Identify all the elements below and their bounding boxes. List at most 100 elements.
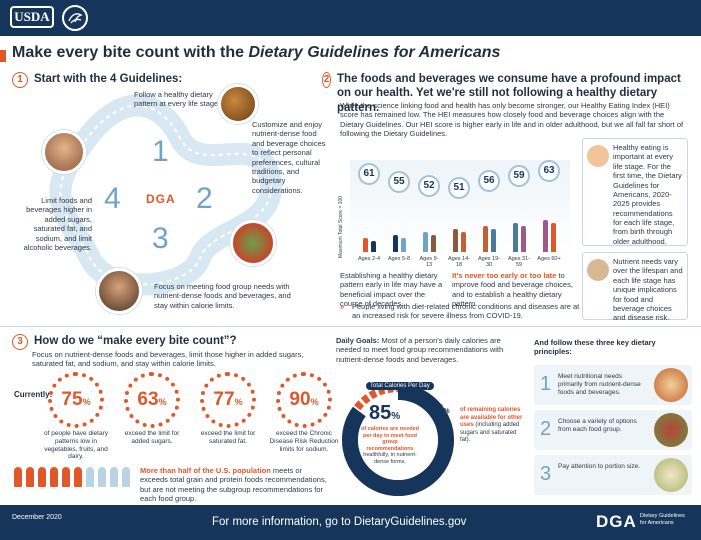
principle-2-text: Choose a variety of options from each fo…: [558, 418, 637, 434]
age-label: Ages 9-13: [419, 256, 439, 268]
stat-label: exceed the Chronic Disease Risk Reductio…: [269, 430, 339, 453]
dga-center-logo: DGA: [146, 192, 176, 206]
chart-y-axis-label: Maximum Total Score = 100: [338, 195, 344, 258]
person-icon: [14, 467, 22, 487]
age-label: Ages 2-4: [357, 256, 380, 262]
stat-value: 90%: [289, 389, 319, 410]
person-figure: [491, 229, 496, 252]
person-icon: [122, 467, 130, 487]
principle-1-text: Meet nutritional needs primarily from nu…: [558, 373, 641, 397]
chart-bg: [350, 160, 570, 256]
age-label: Ages 14-18: [447, 256, 470, 268]
principle-2-number: 2: [540, 418, 552, 440]
hei-score-2: 55: [388, 171, 410, 193]
section3-number: 3: [12, 334, 28, 350]
portion-plate-icon: [654, 458, 688, 492]
person-figure: [521, 226, 526, 252]
section3-body: Focus on nutrient-dense foods and bevera…: [32, 350, 304, 369]
food-bowl-icon: [654, 368, 688, 402]
hei-score-5: 56: [478, 169, 500, 192]
person-icon: [98, 467, 106, 487]
stat-label: exceed the limit for saturated fat.: [200, 430, 256, 445]
person-figure: [393, 235, 398, 252]
person-figure: [371, 241, 376, 252]
principle-3: 3 Pay attention to portion size.: [534, 455, 692, 495]
people-photo: [96, 268, 142, 314]
title-italic: Dietary Guidelines for Americans: [248, 44, 501, 61]
person-figure: [363, 238, 368, 252]
hei-score-6: 59: [508, 165, 530, 188]
stat-label: exceed the limit for added sugars.: [124, 430, 180, 445]
person-icon: [50, 467, 58, 487]
people-note: More than half of the U.S. population me…: [140, 466, 327, 504]
page-title: Make every bite count with the Dietary G…: [12, 44, 500, 62]
guideline-number-3: 3: [152, 222, 169, 255]
section3-heading: 3 How do we “make every bite count”?: [12, 334, 237, 350]
person-figure: [551, 223, 556, 252]
baby-icon: [587, 145, 609, 167]
donut-rest-value: 15%: [430, 402, 450, 416]
stat-ring-3: 77%: [200, 372, 256, 428]
principle-1: 1 Meet nutritional needs primarily from …: [534, 365, 692, 405]
section3-title: How do we “make every bite count”?: [34, 335, 237, 347]
title-accent: [0, 50, 6, 62]
person-icon: [74, 467, 82, 487]
person-figure: [401, 238, 406, 252]
principles-title: And follow these three key dietary princ…: [534, 338, 656, 357]
person-figure: [431, 235, 436, 252]
stat-value: 77%: [213, 389, 243, 410]
section1-title: Start with the 4 Guidelines:: [34, 73, 183, 85]
footer-date: December 2020: [12, 514, 62, 521]
age-label: Ages 5-8: [387, 256, 410, 262]
people-icons-row: [14, 467, 134, 489]
sidebar-box-nutrient-needs: Nutrient needs vary over the lifespan an…: [582, 252, 688, 322]
stat-label: of people have dietary patterns low in v…: [44, 430, 108, 461]
age-label: Ages 19-30: [477, 256, 500, 268]
hei-score-1: 61: [358, 162, 380, 185]
stat-ring-4: 90%: [276, 372, 332, 428]
top-bar: USDA: [0, 0, 701, 36]
hei-score-4: 51: [448, 176, 470, 199]
section1-heading: 1 Start with the 4 Guidelines:: [12, 72, 182, 88]
note-early-life: Establishing a healthy dietary pattern e…: [340, 271, 443, 309]
guideline-2-text: Customize and enjoy nutrient-dense food …: [252, 120, 326, 195]
covid-arrow-icon: »: [340, 302, 345, 311]
footer-dga-logo: DGA: [596, 512, 637, 531]
older-adult-icon: [587, 259, 609, 281]
footer-more-info-link[interactable]: For more information, go to DietaryGuide…: [212, 516, 467, 528]
stat-ring-2: 63%: [124, 372, 180, 428]
hei-chart: Maximum Total Score = 100 61 Ages 2-4 55 Ag…: [338, 140, 572, 270]
section2-heading: 2 The foods and beverages we consume hav…: [322, 72, 694, 115]
guideline-1-text: Follow a healthy dietary pattern at ever…: [134, 90, 221, 109]
person-figure: [453, 229, 458, 252]
usda-logo: USDA: [10, 6, 54, 28]
person-icon: [26, 467, 34, 487]
donut-main-label: of calories are needed per day to meet f…: [360, 426, 420, 465]
principle-3-number: 3: [540, 463, 552, 485]
section-divider: [0, 326, 701, 327]
stat-value: 75%: [61, 389, 91, 410]
sidebar-box-life-stage: Healthy eating is important at every lif…: [582, 138, 688, 246]
section2-body: While the science linking food and healt…: [340, 101, 684, 139]
section2-title: The foods and beverages we consume have …: [337, 73, 681, 114]
footer: December 2020 For more information, go t…: [0, 505, 701, 540]
age-label: Ages 31-59: [507, 256, 530, 268]
guideline-number-1: 1: [152, 135, 169, 168]
title-prefix: Make every bite count with the: [12, 44, 249, 61]
guideline-4-text: Limit foods and beverages higher in adde…: [23, 196, 92, 252]
person-figure: [461, 232, 466, 252]
person-figure: [483, 226, 488, 252]
age-label: Ages 60+: [537, 256, 561, 262]
footer-dga-subtitle: Dietary Guidelines for Americans: [640, 513, 685, 526]
principle-2: 2 Choose a variety of options from each …: [534, 410, 692, 450]
daily-goals-text: Daily Goals: Most of a person's daily ca…: [336, 336, 504, 364]
donut-title: Total Calories Per Day: [366, 382, 434, 390]
guideline-3-text: Focus on meeting food group needs with n…: [154, 282, 291, 310]
person-figure: [423, 232, 428, 252]
food-photo-1: [218, 84, 258, 124]
section1-number: 1: [12, 72, 28, 88]
currently-label: Currently:: [14, 390, 53, 399]
hei-score-7: 63: [538, 159, 560, 182]
guideline-number-4: 4: [104, 182, 121, 215]
stat-ring-1: 75%: [48, 372, 104, 428]
